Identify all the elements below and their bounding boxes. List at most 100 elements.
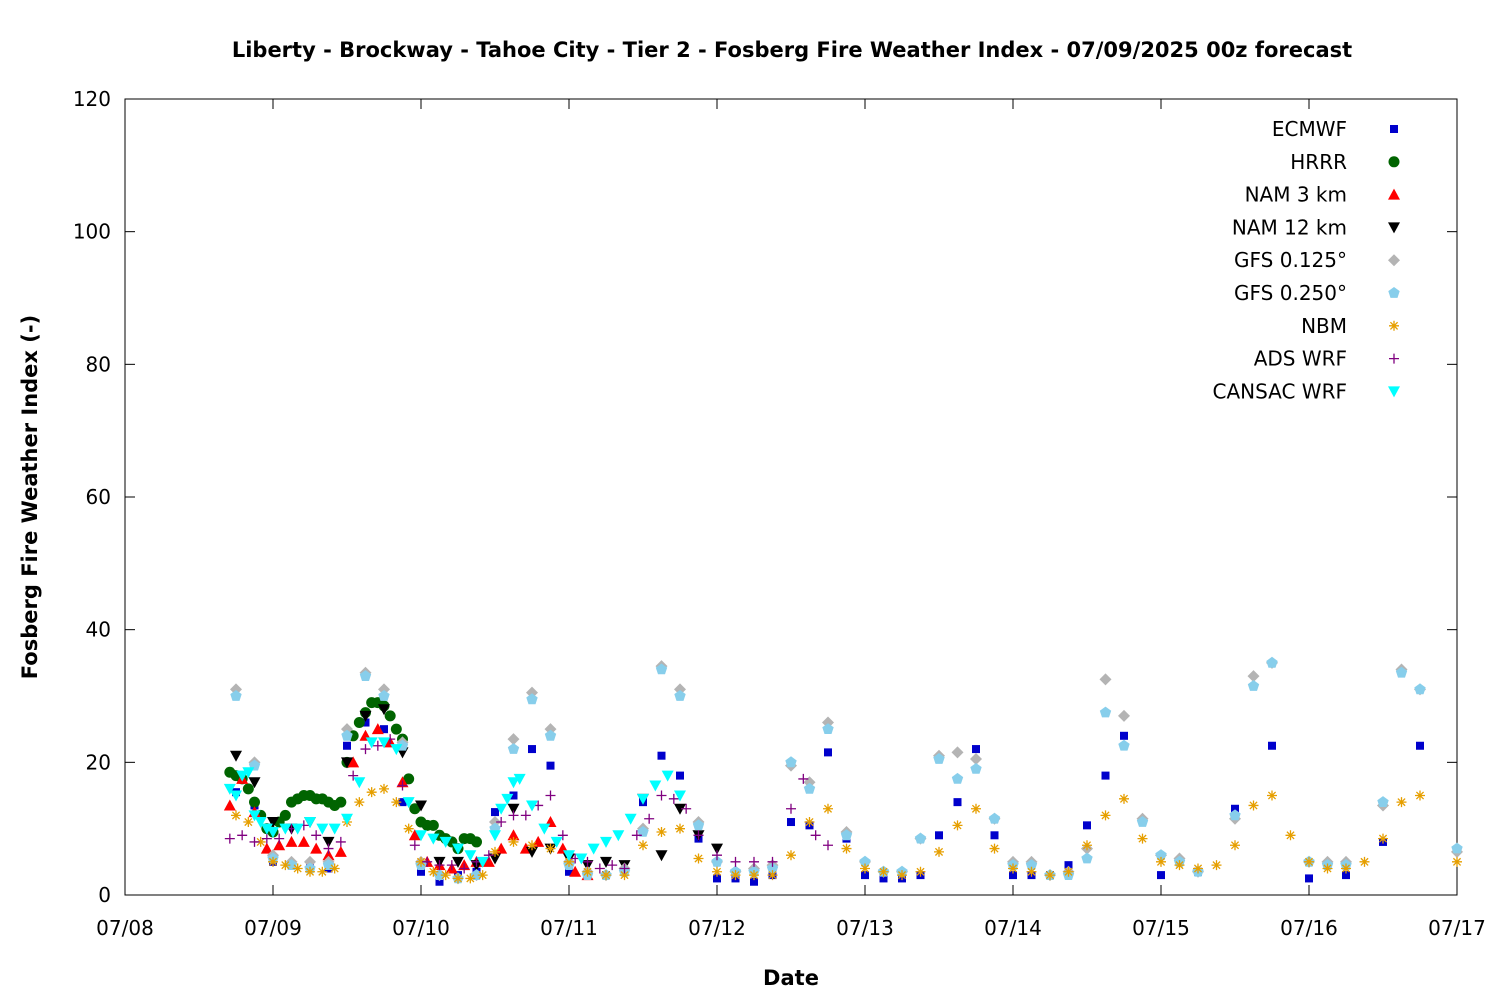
data-point — [730, 856, 741, 867]
data-point — [490, 846, 500, 857]
data-point — [1137, 833, 1148, 844]
data-point — [328, 823, 341, 835]
data-point — [242, 767, 255, 779]
data-point — [637, 826, 649, 837]
series-nbm — [231, 783, 1462, 884]
data-point — [644, 813, 655, 824]
legend-item: HRRR — [1290, 150, 1400, 174]
data-point — [335, 836, 346, 847]
y-tick-label: 60 — [86, 485, 111, 509]
data-point — [231, 810, 241, 821]
data-point — [1008, 863, 1018, 874]
data-point — [285, 835, 298, 847]
data-point — [305, 866, 315, 877]
data-point — [544, 729, 557, 741]
data-point — [402, 797, 415, 809]
data-point — [446, 860, 457, 871]
data-point — [526, 693, 538, 705]
data-point — [304, 817, 316, 829]
data-point — [1268, 741, 1276, 750]
data-point — [668, 793, 679, 804]
x-tick-label: 07/17 — [1428, 916, 1486, 940]
data-point — [380, 725, 388, 734]
data-point — [483, 850, 494, 861]
data-point — [274, 833, 285, 844]
legend-marker — [1389, 353, 1399, 364]
data-point — [804, 817, 815, 828]
data-point — [810, 830, 821, 841]
data-point — [341, 729, 353, 741]
data-point — [1247, 680, 1260, 691]
legend-marker — [1390, 125, 1398, 133]
data-point — [343, 741, 351, 750]
data-point — [1119, 793, 1129, 804]
legend-marker — [1389, 320, 1399, 331]
data-point — [361, 718, 370, 727]
data-point — [508, 810, 519, 821]
data-point — [1045, 870, 1055, 881]
data-point — [1118, 709, 1130, 722]
y-tick-label: 20 — [86, 750, 111, 774]
data-point — [427, 833, 440, 845]
data-point — [403, 773, 415, 785]
data-point — [507, 733, 520, 746]
data-point — [1193, 863, 1203, 874]
data-point — [360, 744, 371, 755]
data-point — [398, 798, 407, 807]
data-point — [1081, 852, 1093, 864]
data-point — [415, 830, 427, 842]
data-point — [1230, 840, 1240, 851]
data-point — [1377, 796, 1389, 807]
data-point — [951, 772, 964, 784]
data-point — [452, 856, 464, 868]
data-point — [335, 796, 347, 808]
data-point — [803, 782, 816, 794]
data-point — [988, 812, 1001, 824]
legend-marker — [1388, 156, 1400, 168]
data-point — [1120, 731, 1128, 740]
data-point — [546, 761, 555, 770]
data-point — [638, 840, 648, 851]
legend-item: NAM 12 km — [1232, 215, 1400, 239]
data-point — [935, 831, 943, 840]
legend-marker — [1388, 254, 1400, 267]
data-point — [1025, 859, 1038, 870]
data-point — [1099, 673, 1112, 686]
data-point — [236, 770, 249, 782]
data-point — [624, 813, 637, 825]
data-point — [532, 835, 545, 847]
x-tick-label: 07/08 — [96, 916, 154, 940]
data-point — [915, 866, 926, 877]
data-point — [712, 866, 722, 877]
data-point — [798, 773, 809, 784]
data-point — [564, 856, 574, 867]
legend-label: NBM — [1301, 314, 1347, 338]
data-point — [378, 737, 390, 749]
x-tick-label: 07/12 — [688, 916, 746, 940]
data-point — [482, 855, 495, 867]
data-point — [224, 833, 235, 844]
data-point — [390, 723, 402, 735]
data-point — [248, 810, 261, 822]
data-point — [243, 817, 254, 828]
data-point — [1231, 804, 1239, 813]
data-point — [914, 832, 927, 844]
data-point — [434, 860, 445, 871]
data-point — [452, 843, 464, 855]
data-point — [365, 737, 378, 749]
data-point — [372, 740, 383, 751]
data-point — [1156, 856, 1166, 867]
data-point — [1211, 860, 1222, 871]
legend-marker — [1388, 222, 1400, 234]
data-point — [440, 870, 451, 881]
data-point — [550, 836, 563, 848]
data-point — [934, 846, 944, 857]
data-point — [767, 856, 778, 867]
legend: ECMWF HRRR NAM 3 km NAM 12 km GFS 0.125° GFS … — [1212, 117, 1400, 403]
data-point — [730, 870, 741, 881]
data-point — [861, 871, 869, 880]
x-tick-label: 07/14 — [984, 916, 1042, 940]
data-point — [409, 840, 420, 851]
data-point — [476, 856, 489, 868]
data-point — [471, 836, 482, 848]
